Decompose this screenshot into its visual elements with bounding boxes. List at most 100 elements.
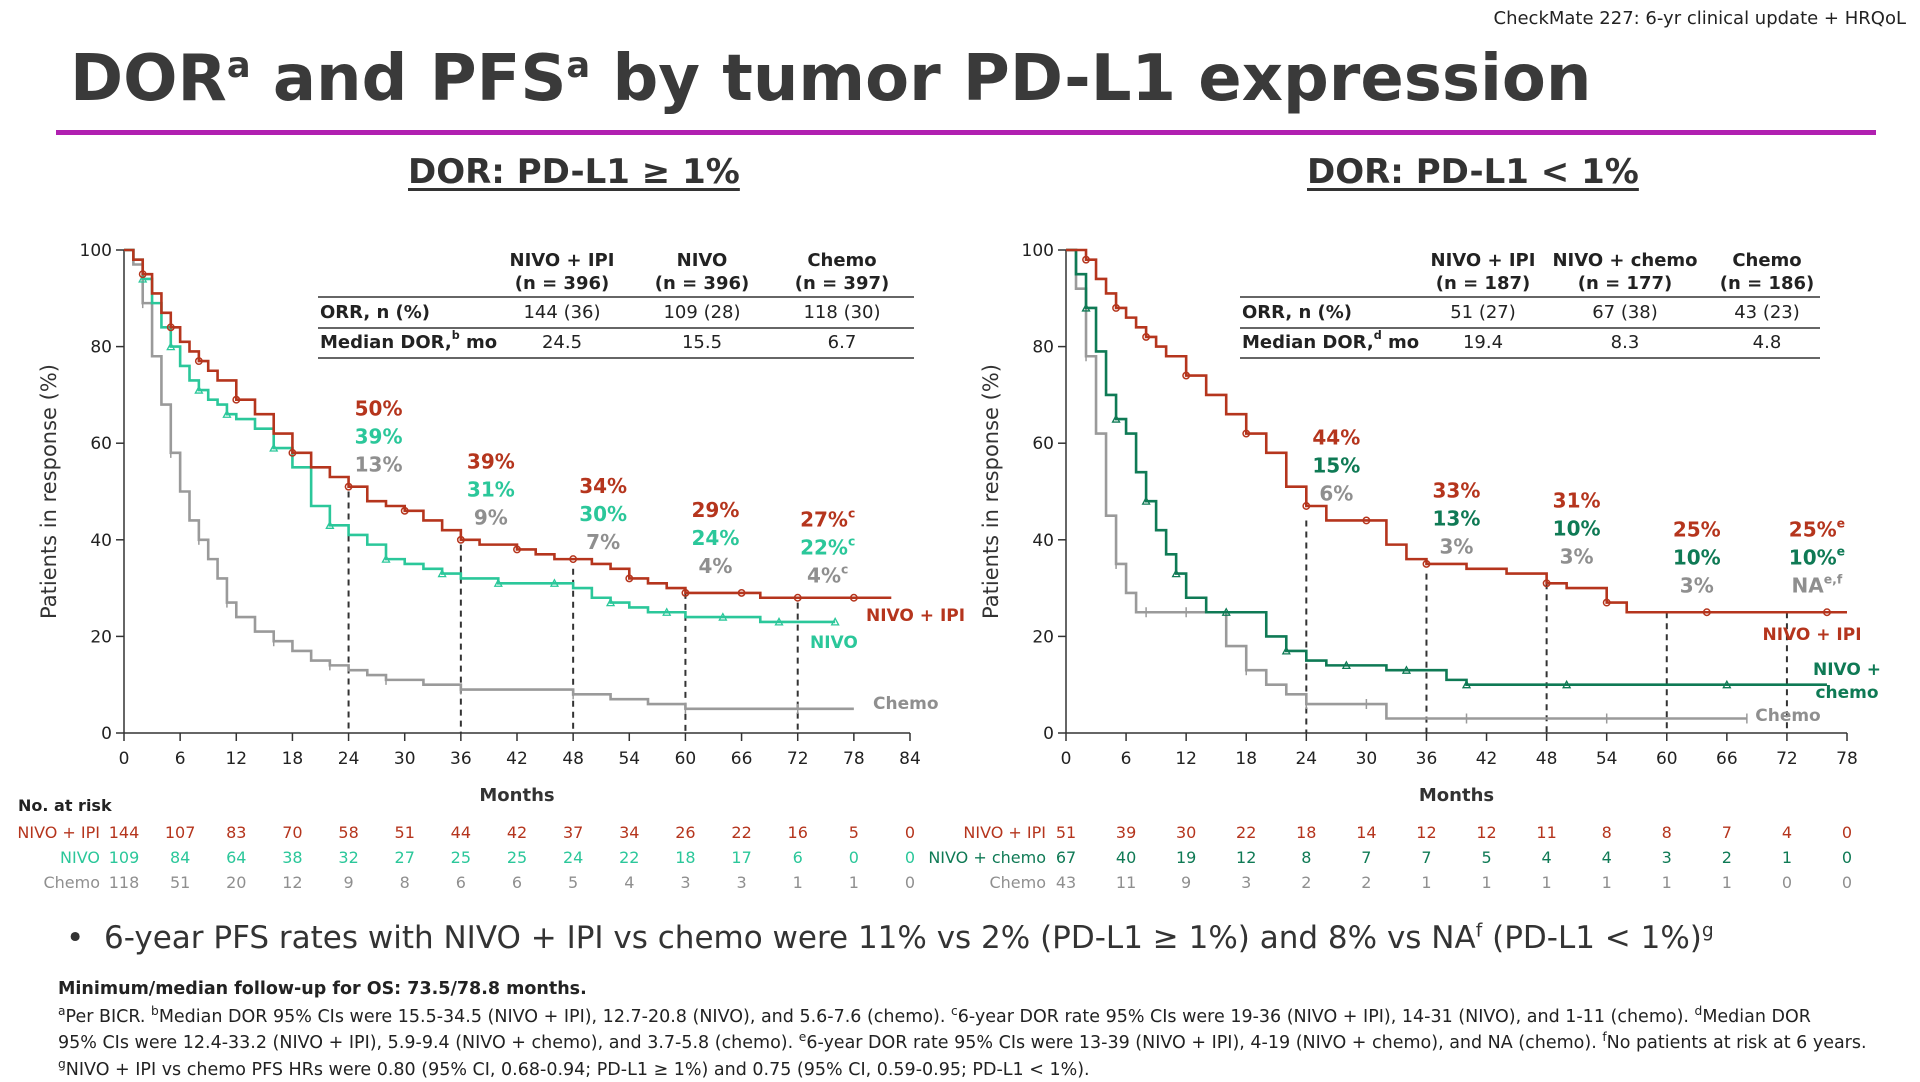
footnote-text: 95% CIs were 12.4-33.2 (NIVO + IPI), 5.9… <box>58 1033 799 1054</box>
x-tick-label: 6 <box>175 749 186 769</box>
at-risk-value: 7 <box>1722 823 1732 842</box>
left-panel-title: DOR: PD-L1 ≥ 1% <box>408 152 740 192</box>
landmark-label-nivo: 13% <box>1433 507 1481 531</box>
at-risk-value: 4 <box>1542 848 1552 867</box>
at-risk-value: 4 <box>1782 823 1792 842</box>
x-tick-label: 48 <box>1536 749 1558 769</box>
at-risk-value: 1 <box>1542 873 1552 892</box>
censor-mark <box>569 555 578 564</box>
x-tick-label: 66 <box>1716 749 1738 769</box>
at-risk-label: NIVO + IPI <box>963 823 1046 842</box>
title-sup-2: a <box>566 45 591 87</box>
table-cell: 109 (28) <box>663 302 740 323</box>
landmark-label-nivo-ipi-main: 27% <box>800 508 848 532</box>
footnote-marker: e <box>798 1030 807 1045</box>
x-tick-label: 42 <box>1476 749 1498 769</box>
footnote-text: 6-year DOR rate 95% CIs were 19-36 (NIVO… <box>957 1006 1695 1027</box>
at-risk-value: 51 <box>170 873 190 892</box>
table-header: Chemo <box>807 250 876 271</box>
censor-mark <box>1602 598 1611 607</box>
at-risk-value: 5 <box>568 873 578 892</box>
x-tick-label: 66 <box>731 749 753 769</box>
at-risk-value: 84 <box>170 848 190 867</box>
table-cell: 15.5 <box>682 332 722 353</box>
at-risk-value: 12 <box>1476 823 1496 842</box>
landmark-label-nivo-ipi-main: 39% <box>467 450 515 474</box>
censor-mark <box>1823 608 1831 617</box>
x-tick-label: 36 <box>450 749 472 769</box>
at-risk-value: 109 <box>109 848 140 867</box>
censor-mark <box>138 274 148 283</box>
censor-mark <box>830 617 840 626</box>
censor-mark <box>1142 332 1151 341</box>
censor-mark <box>774 617 784 626</box>
at-risk-value: 37 <box>563 823 583 842</box>
at-risk-value: 4 <box>624 873 634 892</box>
censor-mark <box>1112 304 1121 312</box>
table-cell: 118 (30) <box>803 302 880 323</box>
at-risk-value: 24 <box>563 848 583 867</box>
at-risk-value: 14 <box>1356 823 1376 842</box>
landmark-label-chemo: 9% <box>474 506 508 530</box>
landmark-label-nivo: 10% <box>1673 545 1721 569</box>
line-label-nivo-ipi: NIVO + IPI <box>1762 625 1861 645</box>
at-risk-value: 12 <box>1236 848 1256 867</box>
at-risk-value: 11 <box>1536 823 1556 842</box>
at-risk-value: 16 <box>788 823 808 842</box>
at-risk-value: 2 <box>1722 848 1732 867</box>
censor-mark <box>681 588 690 597</box>
table-row-label-sup: b <box>452 329 460 342</box>
at-risk-value: 40 <box>1116 848 1136 867</box>
y-tick-label: 0 <box>1043 724 1054 744</box>
line-label-nivo-chemo-1: NIVO + <box>1813 660 1881 680</box>
censor-mark <box>1341 660 1351 670</box>
at-risk-value: 6 <box>793 848 803 867</box>
bullet-sup-a: f <box>1475 920 1483 942</box>
landmark-label-nivo-ipi: 25%e <box>1789 515 1845 541</box>
at-risk-value: 3 <box>680 873 690 892</box>
at-risk-value: 1 <box>1602 873 1612 892</box>
at-risk-value: 1 <box>1722 873 1732 892</box>
censor-mark <box>325 520 335 529</box>
landmark-label-nivo: 24% <box>691 526 739 550</box>
title-sup-1: a <box>226 45 251 87</box>
censor-mark <box>549 578 560 587</box>
x-tick-label: 18 <box>1235 749 1257 769</box>
at-risk-value: 38 <box>282 848 302 867</box>
censor-mark <box>1302 502 1311 510</box>
x-tick-label: 0 <box>119 749 130 769</box>
censor-mark <box>849 593 858 602</box>
line-label-nivo-ipi: NIVO + IPI <box>866 606 965 626</box>
censor-mark <box>1422 560 1431 568</box>
line-label-nivo: NIVO <box>810 633 858 653</box>
table-header-n: (n = 187) <box>1436 273 1530 294</box>
table-header-n: (n = 397) <box>795 273 889 294</box>
landmark-label-chemo: 4%c <box>807 562 848 588</box>
y-tick-label: 80 <box>90 338 112 358</box>
landmark-label-nivo-ipi: 31% <box>1553 488 1601 512</box>
censor-mark <box>138 270 147 279</box>
landmark-label-nivo-main: 22% <box>800 536 848 560</box>
censor-mark <box>1171 568 1181 578</box>
at-risk-value: 118 <box>109 873 140 892</box>
page-title: DORa and PFSa by tumor PD-L1 expression <box>70 44 1591 114</box>
landmark-label-nivo-ipi: 29% <box>691 498 739 522</box>
x-tick-label: 84 <box>899 749 921 769</box>
at-risk-value: 0 <box>1842 873 1852 892</box>
censor-mark <box>1182 371 1191 380</box>
footnote-line-2: 95% CIs were 12.4-33.2 (NIVO + IPI), 5.9… <box>58 1029 1867 1055</box>
censor-mark <box>400 506 409 515</box>
landmark-label-nivo-ipi-main: 50% <box>355 397 403 421</box>
landmark-label-chemo: NAe,f <box>1792 571 1843 597</box>
footnote-text: No patients at risk at 6 years. <box>1606 1033 1867 1054</box>
pfs-bullet: • 6-year PFS rates with NIVO + IPI vs ch… <box>66 920 1714 956</box>
table-header: NIVO <box>677 250 728 271</box>
at-risk-value: 6 <box>456 873 466 892</box>
censor-mark <box>288 448 297 457</box>
landmark-label-chemo-main: 3% <box>1680 573 1714 597</box>
x-tick-label: 30 <box>394 749 416 769</box>
y-tick-label: 100 <box>80 241 112 261</box>
censor-mark <box>493 578 503 587</box>
